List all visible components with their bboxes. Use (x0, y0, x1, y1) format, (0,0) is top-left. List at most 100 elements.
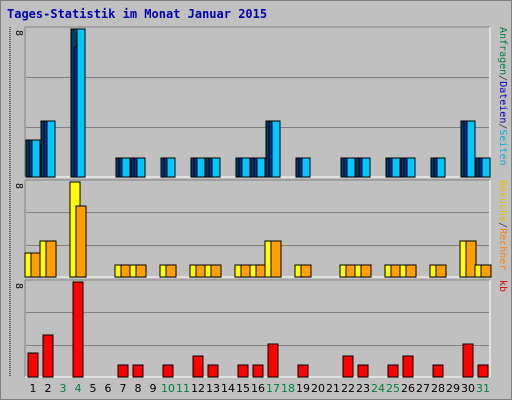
panel-1-right-labels: Anfragen/Dateien/Seiten (497, 27, 508, 166)
panel-2-right-label-2: / (497, 222, 508, 228)
x-tick-9: 9 (150, 382, 157, 395)
bar-kb-day-12 (192, 355, 204, 378)
panel-1-right-label-5: Seiten (497, 129, 508, 165)
panel-2-area (25, 180, 490, 277)
x-tick-1: 1 (30, 382, 37, 395)
bar-seiten-day-2 (46, 120, 56, 178)
panel-2-ymax-label: 8 (13, 183, 24, 189)
x-tick-30: 30 (461, 382, 475, 395)
bar-kb-day-16 (252, 364, 264, 378)
bar-kb-day-7 (117, 364, 129, 378)
x-tick-26: 26 (401, 382, 415, 395)
x-tick-11: 11 (176, 382, 190, 395)
bar-rechner-day-17 (270, 240, 282, 278)
panel-3-area (25, 280, 490, 377)
x-tick-22: 22 (341, 382, 355, 395)
x-tick-12: 12 (191, 382, 205, 395)
x-tick-25: 25 (386, 382, 400, 395)
x-tick-21: 21 (326, 382, 340, 395)
panel-3-right-label-1: kb (497, 280, 508, 292)
panel-1-area (25, 27, 490, 177)
bar-rechner-day-13 (210, 264, 222, 278)
bar-kb-day-26 (402, 355, 414, 378)
bar-kb-day-15 (237, 364, 249, 378)
bar-seiten-day-8 (136, 157, 146, 178)
panel-1-right-label-3: Dateien (497, 81, 508, 123)
x-tick-13: 13 (206, 382, 220, 395)
bar-seiten-day-12 (196, 157, 206, 178)
bar-kb-day-19 (297, 364, 309, 378)
bar-seiten-day-22 (346, 157, 356, 178)
panel-1-right-label-4: / (497, 123, 508, 129)
x-tick-16: 16 (251, 382, 265, 395)
x-tick-3: 3 (60, 382, 67, 395)
panel-3-right-labels: kb (497, 280, 508, 292)
bar-rechner-day-10 (165, 264, 177, 278)
panel-2-right-label-3: Rechner (497, 228, 508, 270)
bar-kb-day-2 (42, 334, 54, 378)
bar-seiten-day-7 (121, 157, 131, 178)
panel-1-right-label-1: Anfragen (497, 27, 508, 75)
x-tick-31: 31 (476, 382, 490, 395)
panel-1-ymax-label: 8 (13, 30, 24, 36)
bar-kb-day-17 (267, 343, 279, 378)
bar-rechner-day-19 (300, 264, 312, 278)
bar-seiten-day-25 (391, 157, 401, 178)
x-tick-23: 23 (356, 382, 370, 395)
x-tick-7: 7 (120, 382, 127, 395)
panel-2-right-labels: Besuche/Rechner (497, 180, 508, 270)
bar-seiten-day-4 (76, 28, 86, 178)
x-tick-27: 27 (416, 382, 430, 395)
bar-seiten-day-13 (211, 157, 221, 178)
panel-1-right-label-2: / (497, 75, 508, 81)
x-tick-10: 10 (161, 382, 175, 395)
bar-kb-day-22 (342, 355, 354, 378)
bar-kb-day-28 (432, 364, 444, 378)
bar-rechner-day-30 (465, 240, 477, 278)
bar-kb-day-31 (477, 364, 489, 378)
bar-kb-day-13 (207, 364, 219, 378)
bar-seiten-day-23 (361, 157, 371, 178)
x-tick-14: 14 (221, 382, 235, 395)
bar-rechner-day-23 (360, 264, 372, 278)
bar-rechner-day-26 (405, 264, 417, 278)
bar-rechner-day-2 (45, 240, 57, 278)
x-tick-2: 2 (45, 382, 52, 395)
bar-seiten-day-17 (271, 120, 281, 178)
panel-3-ymax-label: 8 (13, 283, 24, 289)
bar-rechner-day-8 (135, 264, 147, 278)
bar-kb-day-25 (387, 364, 399, 378)
bar-seiten-day-10 (166, 157, 176, 178)
bar-kb-day-30 (462, 343, 474, 378)
bar-seiten-day-26 (406, 157, 416, 178)
bar-seiten-day-28 (436, 157, 446, 178)
bar-seiten-day-19 (301, 157, 311, 178)
bar-kb-day-23 (357, 364, 369, 378)
x-tick-24: 24 (371, 382, 385, 395)
x-tick-20: 20 (311, 382, 325, 395)
bar-kb-day-1 (27, 352, 39, 378)
panel-2-right-label-1: Besuche (497, 180, 508, 222)
x-tick-8: 8 (135, 382, 142, 395)
x-tick-4: 4 (75, 382, 82, 395)
x-tick-17: 17 (266, 382, 280, 395)
x-tick-28: 28 (431, 382, 445, 395)
bar-seiten-day-31 (481, 157, 491, 178)
bar-seiten-day-1 (31, 139, 41, 178)
bar-seiten-day-30 (466, 120, 476, 178)
bar-kb-day-4 (72, 281, 84, 378)
x-tick-29: 29 (446, 382, 460, 395)
chart-title: Tages-Statistik im Monat Januar 2015 (7, 7, 268, 21)
x-tick-19: 19 (296, 382, 310, 395)
bar-rechner-day-31 (480, 264, 492, 278)
bar-seiten-day-16 (256, 157, 266, 178)
x-tick-15: 15 (236, 382, 250, 395)
bar-kb-day-8 (132, 364, 144, 378)
x-tick-18: 18 (281, 382, 295, 395)
bar-rechner-day-4 (75, 205, 87, 278)
x-tick-5: 5 (90, 382, 97, 395)
bar-kb-day-10 (162, 364, 174, 378)
bar-rechner-day-28 (435, 264, 447, 278)
bar-seiten-day-15 (241, 157, 251, 178)
